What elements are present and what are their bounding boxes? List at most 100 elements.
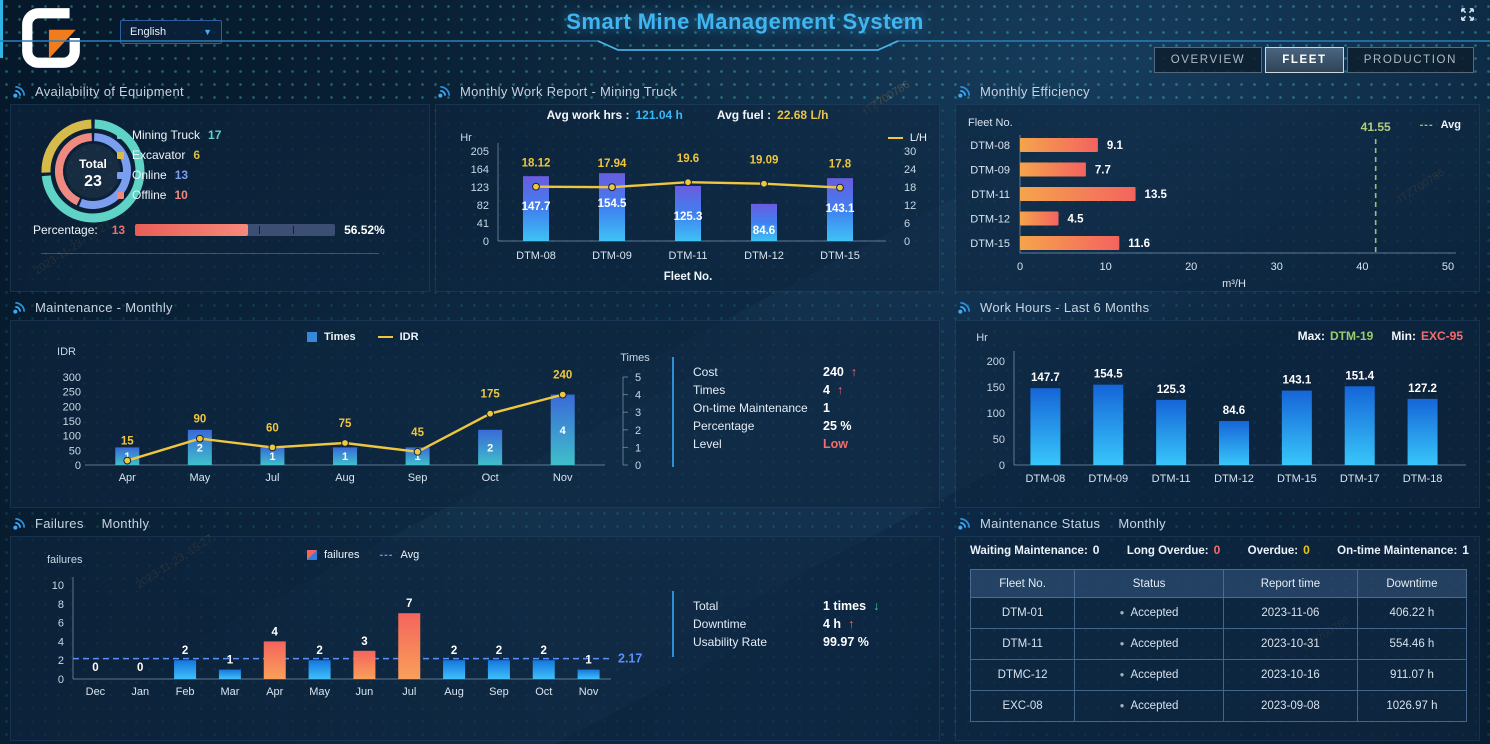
svg-text:1: 1 — [635, 442, 641, 454]
avg-fuel-label: Avg fuel : — [716, 108, 772, 122]
line-legend-label: L/H — [909, 132, 927, 144]
svg-text:8: 8 — [58, 599, 64, 611]
tab-overview[interactable]: OVERVIEW — [1153, 47, 1263, 73]
signal-icon — [13, 517, 26, 530]
svg-text:200: 200 — [987, 356, 1005, 368]
panel-work-hours: Work Hours - Last 6 Months Max: DTM-19 Min… — [955, 296, 1480, 508]
percentage-bar-fill — [135, 224, 249, 236]
bar-DTM-12 — [751, 203, 777, 241]
svg-text:150: 150 — [987, 382, 1005, 394]
panel-body: Total 23 Mining Truck 17 Excavator 6 Onli… — [10, 104, 430, 292]
panel-title-text: Maintenance Status — [980, 515, 1101, 531]
summary-stat: Long Overdue: 0 — [1126, 543, 1221, 557]
svg-text:4.5: 4.5 — [1068, 214, 1085, 226]
signal-icon — [13, 301, 26, 314]
stat-row: Usability Rate 99.97 % — [693, 635, 869, 649]
bar-Oct — [532, 660, 555, 679]
svg-text:45: 45 — [411, 427, 424, 439]
panel-header: Work Hours - Last 6 Months — [957, 296, 1149, 318]
panel-header: Maintenance Status Monthly — [957, 512, 1166, 534]
svg-text:6: 6 — [904, 218, 910, 230]
min-label: Min: — [1391, 329, 1416, 343]
panel-body: failures --- Avg failures 0 2 4 6 8 10 0 Dec 0 Jan 2… — [10, 536, 940, 741]
svg-text:4: 4 — [635, 390, 641, 402]
percentage-bar — [135, 224, 336, 236]
svg-text:150: 150 — [63, 416, 81, 428]
svg-text:2: 2 — [58, 655, 64, 667]
donut-segment-Excavator — [41, 119, 92, 173]
panel-title-text: Availability of Equipment — [35, 83, 184, 99]
status-dot-icon: ● — [1119, 701, 1125, 710]
bar-DTM-17 — [1344, 386, 1375, 465]
max-min-labels: Max: DTM-19 Min: EXC-95 — [1298, 329, 1463, 343]
title-underline — [0, 40, 1490, 51]
svg-text:143.1: 143.1 — [1282, 375, 1311, 387]
stat-row: Cost 240 ↑ — [693, 365, 858, 379]
bar-DTM-15 — [1281, 390, 1312, 465]
svg-text:1: 1 — [585, 655, 592, 667]
svg-text:May: May — [189, 472, 210, 484]
table-row: EXC-08 ● Accepted 2023-09-08 1026.97 h — [969, 690, 1468, 722]
panel-body: Max: DTM-19 Min: EXC-95 Hr 0 50 100 150 200 147.7… — [955, 320, 1480, 508]
svg-text:IDR: IDR — [57, 346, 76, 358]
svg-text:1: 1 — [342, 451, 348, 463]
liugong-logo — [18, 7, 84, 74]
status-dot-icon: ● — [1119, 608, 1125, 617]
svg-text:19.09: 19.09 — [750, 155, 779, 167]
svg-text:DTM-11: DTM-11 — [669, 250, 708, 262]
svg-text:Jul: Jul — [402, 686, 416, 698]
svg-text:0: 0 — [483, 236, 489, 248]
stat-row: Total 1 times ↓ — [693, 599, 880, 613]
y-axis-title: Fleet No. — [968, 117, 1013, 129]
table-header: Fleet No. Status Report time Downtime — [969, 569, 1468, 598]
min-value: EXC-95 — [1420, 329, 1463, 343]
svg-text:Total: Total — [79, 157, 107, 171]
svg-text:DTM-15: DTM-15 — [820, 250, 860, 262]
divider — [672, 591, 674, 657]
svg-text:DTM-15: DTM-15 — [970, 238, 1010, 250]
svg-text:30: 30 — [904, 146, 916, 158]
fullscreen-expand-icon[interactable] — [1459, 6, 1476, 28]
panel-work-report: Monthly Work Report - Mining Truck Avg w… — [435, 80, 940, 292]
failures-stats: Total 1 times ↓ Downtime 4 h ↑ Usability Rat… — [693, 597, 879, 651]
maintenance-legend: Times IDR — [307, 331, 419, 343]
chevron-down-icon: ▼ — [203, 27, 212, 37]
status-dot-icon: ● — [1119, 670, 1125, 679]
language-dropdown[interactable]: English ▼ — [120, 20, 222, 44]
avg-legend: --- Avg — [1420, 119, 1461, 131]
svg-text:2: 2 — [451, 645, 457, 657]
svg-text:0: 0 — [92, 662, 98, 674]
bar-DTM-08 — [1020, 138, 1098, 152]
svg-text:Aug: Aug — [335, 472, 355, 484]
tab-production[interactable]: PRODUCTION — [1346, 47, 1474, 73]
panel-body: Fleet No. --- Avg DTM-08 9.1 DTM-09 7.7 DTM-… — [955, 104, 1480, 292]
svg-text:Sep: Sep — [408, 472, 428, 484]
svg-text:10: 10 — [52, 580, 64, 592]
efficiency-chart: DTM-08 9.1 DTM-09 7.7 DTM-11 13.5 DTM-12 4.5 DTM… — [970, 120, 1456, 290]
svg-text:Nov: Nov — [579, 686, 599, 698]
fleet-cell: DTM-01 — [969, 597, 1076, 629]
report-time-cell: 2023-10-16 — [1222, 659, 1358, 691]
maintenance-stats: Cost 240 ↑ Times 4 ↑ On-time Maintenance 1 Pe… — [693, 363, 857, 453]
svg-text:17.94: 17.94 — [598, 158, 627, 170]
svg-text:0: 0 — [635, 460, 641, 472]
stat-row: Downtime 4 h ↑ — [693, 617, 855, 631]
panel-maintenance: Maintenance - Monthly Times IDR IDR 0 50 10… — [10, 296, 940, 508]
svg-text:0: 0 — [75, 460, 81, 472]
svg-text:DTM-12: DTM-12 — [744, 250, 784, 262]
svg-text:DTM-09: DTM-09 — [970, 165, 1010, 177]
svg-text:13.5: 13.5 — [1145, 189, 1168, 201]
svg-text:154.5: 154.5 — [598, 198, 627, 210]
legend-item: Mining Truck 17 — [117, 125, 221, 145]
bar-Apr — [115, 447, 140, 465]
panel-title-text: Work Hours - Last 6 Months — [980, 299, 1150, 315]
svg-text:2: 2 — [182, 645, 188, 657]
bar-Mar — [218, 669, 241, 679]
svg-text:90: 90 — [193, 414, 206, 426]
fleet-cell: DTMC-12 — [969, 659, 1076, 691]
panel-title-text: Monthly Work Report - Mining Truck — [460, 83, 678, 99]
tab-fleet[interactable]: FLEET — [1265, 47, 1344, 73]
averages-row: Avg work hrs : 121.04 h Avg fuel : 22.68 L… — [436, 108, 939, 122]
up-arrow-icon: ↑ — [850, 365, 858, 379]
panel-header: Availability of Equipment — [12, 80, 184, 102]
